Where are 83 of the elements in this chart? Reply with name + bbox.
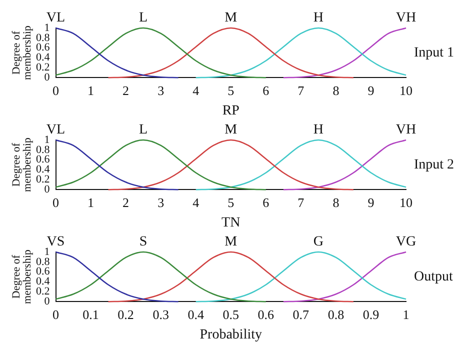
series-label: H (313, 122, 324, 138)
text: Output (414, 269, 453, 284)
series-label: VH (396, 122, 416, 138)
series-label: S (139, 234, 148, 250)
y-tick-label: 1 (44, 22, 50, 34)
line-series (282, 251, 407, 302)
x-tick-label: 0.3 (152, 306, 169, 322)
x-tick-label: 1 (88, 82, 94, 98)
x-tick-label: 2 (122, 194, 130, 210)
y-tick-label: 0.8 (36, 32, 50, 44)
x-tick-label: 8 (332, 194, 340, 210)
x-tick-label: 9 (368, 82, 374, 98)
y-tick-label: 0.2 (36, 286, 50, 298)
y-tick-label: 0 (44, 183, 50, 196)
series-label: H (313, 10, 324, 26)
y-tick-label: 0.8 (36, 256, 50, 268)
series-label: VH (396, 10, 416, 26)
x-axis-title: Probability (200, 327, 262, 342)
line-series (55, 251, 179, 302)
text: Input 2 (414, 157, 454, 172)
x-tick-label: 7 (298, 82, 305, 98)
series-label: VG (396, 234, 416, 250)
x-tick-label: 2 (122, 82, 130, 98)
x-tick-label: 10 (400, 194, 412, 210)
line-series (55, 251, 267, 302)
y-tick-label: 0.8 (36, 144, 50, 156)
x-tick-label: 0.1 (82, 306, 99, 322)
x-axis-title: RP (222, 103, 240, 118)
x-tick-label: 0.6 (258, 306, 275, 322)
x-tick-label: 0.9 (362, 306, 380, 322)
y-tick-label: 0 (44, 295, 50, 308)
x-tick-label: 0.2 (118, 306, 134, 322)
series-label: M (224, 234, 238, 250)
series-label: M (224, 122, 238, 138)
y-axis-title: Degree of membership (10, 137, 34, 192)
y-tick-label: 0.6 (36, 154, 50, 166)
series-label: L (139, 10, 148, 26)
series-label: L (139, 122, 148, 138)
y-tick-label: 0.4 (36, 52, 50, 64)
x-tick-label: 3 (158, 194, 164, 210)
x-tick-label: 0.5 (222, 306, 239, 322)
text: Input 1 (414, 45, 454, 60)
y-tick-label: 0.2 (36, 62, 50, 74)
line-series (55, 139, 179, 190)
line-series (55, 27, 179, 78)
line-series (195, 139, 407, 190)
x-tick-label: 9 (368, 194, 374, 210)
x-tick-label: 8 (332, 82, 340, 98)
line-series (282, 139, 407, 190)
x-tick-label: 3 (158, 82, 164, 98)
y-tick-label: 1 (44, 134, 50, 146)
line-series (108, 139, 354, 190)
y-axis-title: Degree of membership (10, 25, 34, 80)
x-tick-label: 4 (192, 194, 200, 210)
line-series (108, 27, 354, 78)
line-series (282, 27, 407, 78)
x-tick-label: 1 (402, 306, 410, 322)
x-tick-label: 5 (228, 194, 234, 210)
x-axis-title: TN (222, 215, 240, 230)
line-series (195, 27, 407, 78)
line-series (108, 251, 354, 302)
y-tick-label: 0.6 (36, 42, 50, 54)
x-tick-label: 7 (298, 194, 305, 210)
x-tick-label: 0.8 (328, 306, 344, 322)
x-tick-label: 10 (400, 82, 412, 98)
y-tick-label: 0.6 (36, 266, 50, 278)
x-tick-label: 0.4 (188, 306, 204, 322)
series-label: G (313, 234, 324, 250)
x-tick-label: 6 (262, 194, 270, 210)
line-series (195, 251, 407, 302)
y-axis-title: Degree of membership (10, 249, 34, 304)
y-tick-label: 0.4 (36, 164, 50, 176)
x-tick-label: 0.7 (292, 306, 310, 322)
x-tick-label: 1 (88, 194, 94, 210)
y-tick-label: 0.4 (36, 276, 50, 288)
x-tick-label: 5 (228, 82, 234, 98)
y-tick-label: 0 (44, 71, 50, 84)
y-tick-label: 0.2 (36, 174, 50, 186)
line-series (55, 139, 267, 190)
line-series (55, 27, 267, 78)
series-label: M (224, 10, 238, 26)
x-tick-label: 4 (192, 82, 200, 98)
x-tick-label: 6 (262, 82, 270, 98)
